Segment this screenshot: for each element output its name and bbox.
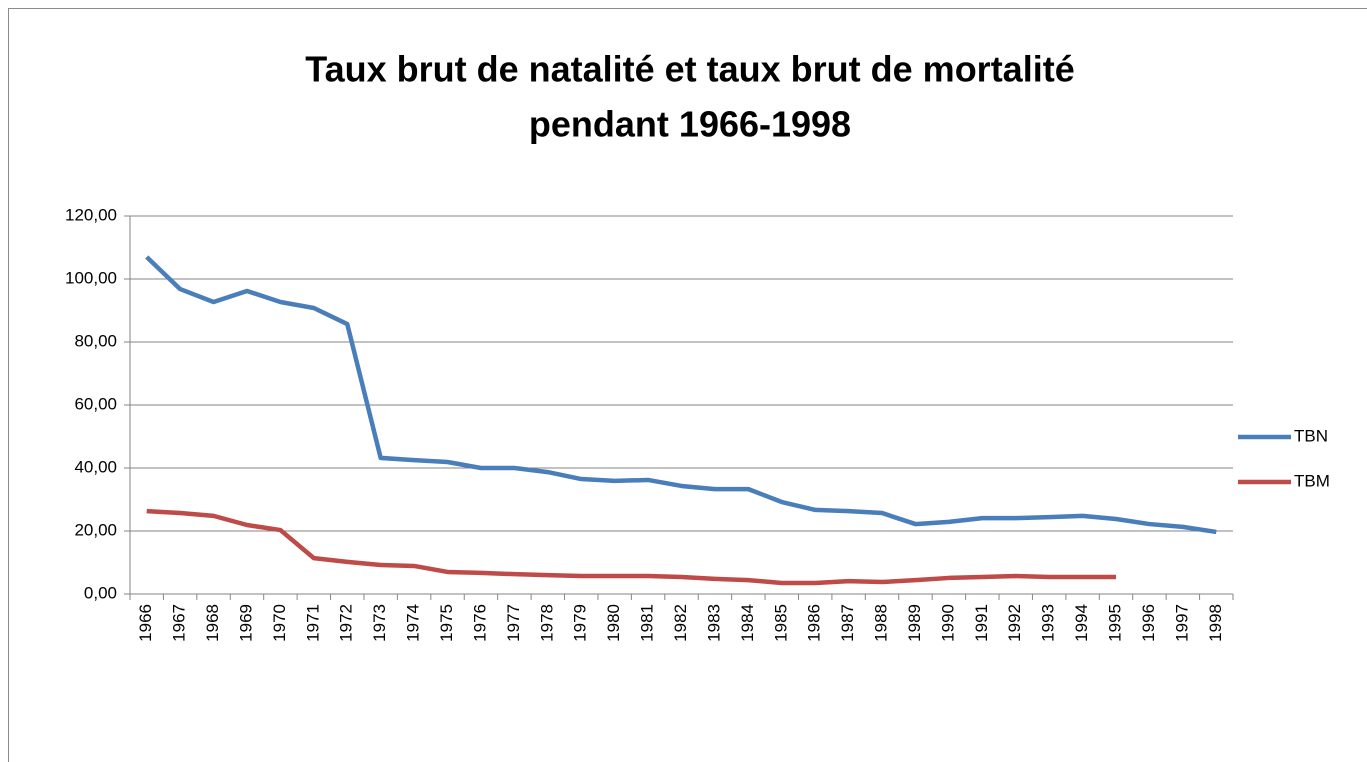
x-tick-label: 1983 [704, 604, 723, 642]
x-tick-label: 1980 [604, 604, 623, 642]
x-tick-label: 1971 [303, 604, 322, 642]
x-tick-label: 1977 [504, 604, 523, 642]
y-tick-label: 20,00 [74, 520, 117, 539]
x-tick-label: 1976 [470, 604, 489, 642]
x-tick-label: 1990 [938, 604, 957, 642]
x-tick-label: 1968 [203, 604, 222, 642]
x-tick-label: 1993 [1039, 604, 1058, 642]
series-line [145, 255, 1217, 535]
x-tick-label: 1970 [270, 604, 289, 642]
x-tick-label: 1985 [771, 604, 790, 642]
x-tick-label: 1992 [1005, 604, 1024, 642]
x-tick-label: 1973 [370, 604, 389, 642]
chart-frame [8, 8, 1367, 762]
x-tick-label: 1988 [872, 604, 891, 642]
x-tick-label: 1974 [404, 604, 423, 642]
x-tick-label: 1991 [972, 604, 991, 642]
x-tick-label: 1982 [671, 604, 690, 642]
x-tick-label: 1995 [1105, 604, 1124, 642]
x-tick-label: 1998 [1206, 604, 1225, 642]
x-tick-label: 1969 [236, 604, 255, 642]
x-tick-label: 1978 [537, 604, 556, 642]
series-line [146, 508, 1117, 586]
x-tick-label: 1975 [437, 604, 456, 642]
y-tick-label: 120,00 [65, 205, 117, 224]
x-tick-label: 1997 [1172, 604, 1191, 642]
y-tick-label: 60,00 [74, 394, 117, 413]
y-tick-label: 0,00 [84, 583, 117, 602]
y-tick-label: 80,00 [74, 331, 117, 350]
chart-title: Taux brut de natalité et taux brut de mo… [305, 49, 1074, 90]
x-tick-label: 1981 [638, 604, 657, 642]
x-tick-label: 1966 [136, 604, 155, 642]
y-tick-label: 100,00 [65, 268, 117, 287]
legend-label: TBN [1294, 426, 1328, 445]
legend-label: TBM [1294, 471, 1330, 490]
x-tick-label: 1972 [337, 604, 356, 642]
x-tick-label: 1996 [1139, 604, 1158, 642]
x-tick-label: 1989 [905, 604, 924, 642]
x-tick-label: 1967 [170, 604, 189, 642]
x-tick-label: 1994 [1072, 604, 1091, 642]
y-tick-label: 40,00 [74, 457, 117, 476]
x-tick-label: 1986 [805, 604, 824, 642]
chart-title: pendant 1966-1998 [529, 104, 851, 145]
x-tick-label: 1984 [738, 604, 757, 642]
x-tick-label: 1979 [571, 604, 590, 642]
x-tick-label: 1987 [838, 604, 857, 642]
